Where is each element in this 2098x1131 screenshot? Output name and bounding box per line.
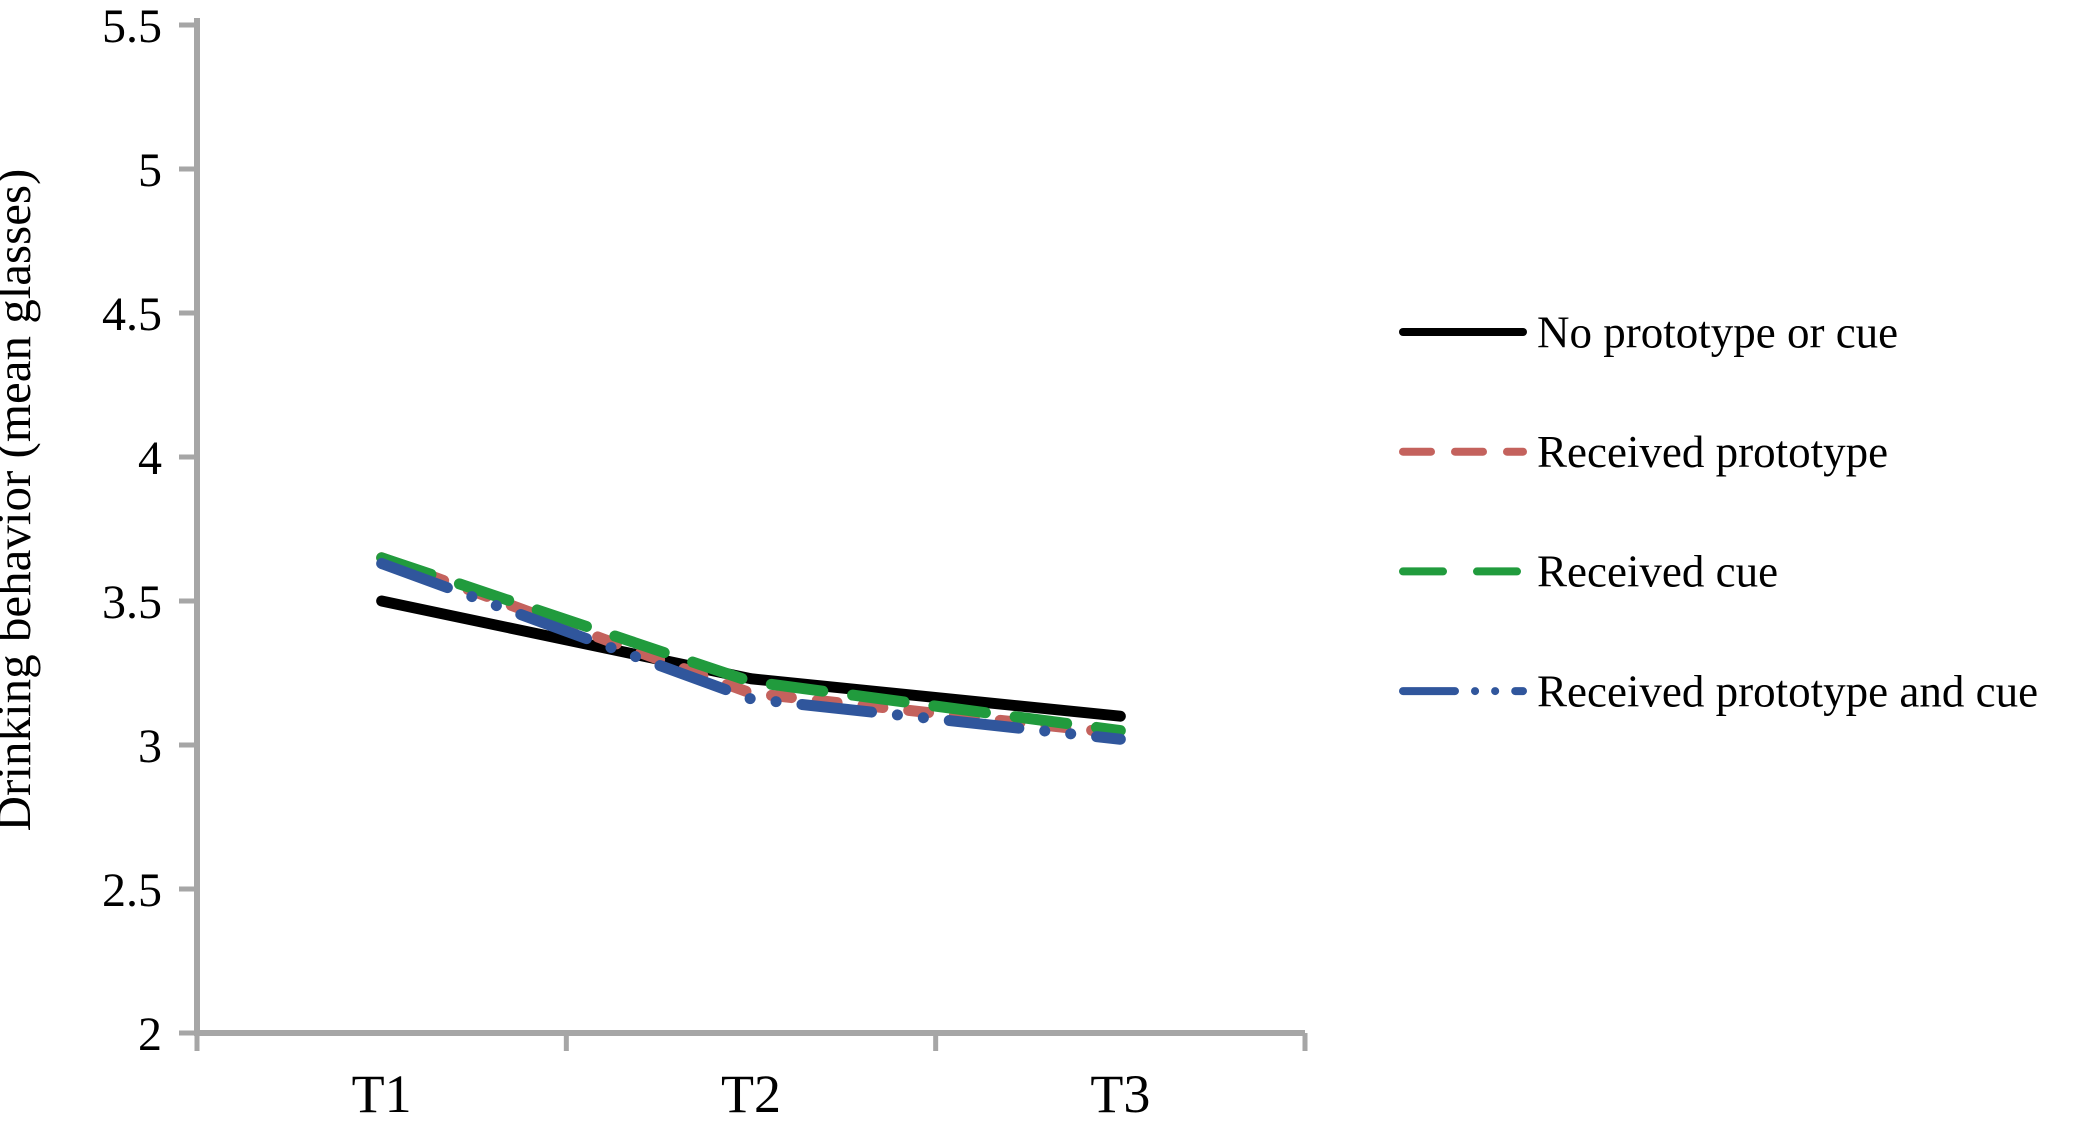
series-lines	[376, 552, 1126, 745]
series-line-received-prototype-and-cue	[376, 558, 1126, 745]
y-axis-title: Drinking behavior (mean glasses)	[0, 169, 41, 832]
y-tick-label: 5.5	[102, 0, 162, 53]
legend: No prototype or cue Received prototype Rec…	[1399, 307, 2038, 716]
y-tick-label: 2.5	[102, 864, 162, 917]
legend-label-4: Received prototype and cue	[1537, 666, 2038, 716]
legend-label-1: No prototype or cue	[1537, 307, 1898, 357]
y-tick-label: 2	[138, 1008, 162, 1061]
legend-label-3: Received cue	[1537, 547, 1778, 597]
x-tick-label: T3	[1090, 1064, 1150, 1124]
series-line-no-prototype-or-cue	[376, 595, 1126, 722]
y-tick-label: 3.5	[102, 576, 162, 629]
y-tick-label: 5	[138, 144, 162, 197]
series-line-received-cue	[376, 552, 1126, 737]
x-tick-label: T2	[721, 1064, 781, 1124]
axes: 2 2.5 3 3.5 4 4.5 5 5.5 T1 T2 T3	[102, 0, 1308, 1124]
y-tick-label: 4	[138, 432, 162, 485]
y-tick-label: 4.5	[102, 288, 162, 341]
y-tick-label: 3	[138, 720, 162, 773]
x-tick-label: T1	[352, 1064, 412, 1124]
legend-label-2: Received prototype	[1537, 427, 1888, 477]
series-line-received-prototype	[376, 552, 1126, 739]
